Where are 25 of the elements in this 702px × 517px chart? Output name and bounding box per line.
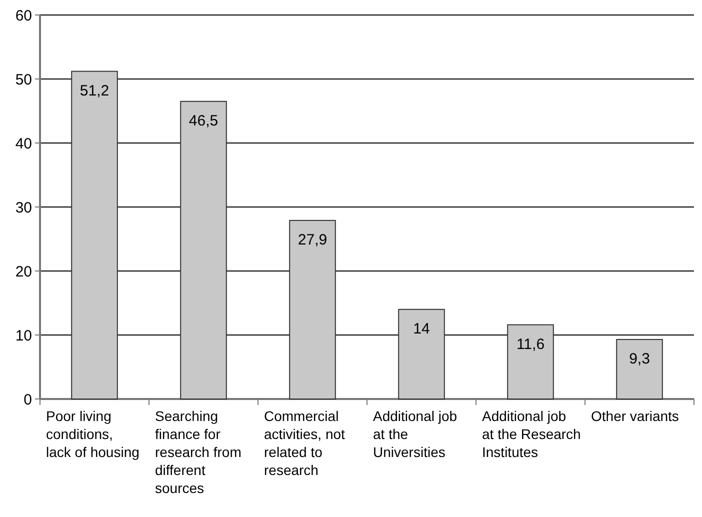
data-label: 27,9 bbox=[298, 231, 328, 248]
bar bbox=[180, 100, 227, 400]
y-tick-label: 30 bbox=[15, 199, 32, 216]
bar bbox=[71, 70, 118, 400]
y-tick-label: 20 bbox=[15, 263, 32, 280]
y-tick-label: 0 bbox=[24, 391, 32, 408]
data-label: 11,6 bbox=[516, 336, 545, 353]
x-tick-label: Additional job at the Universities bbox=[373, 408, 458, 460]
y-tick-label: 40 bbox=[15, 135, 32, 152]
data-label: 14 bbox=[413, 320, 430, 338]
x-tick-label: Commercial activities, not related to research bbox=[264, 408, 346, 478]
data-label: 51,2 bbox=[80, 82, 110, 100]
x-tick-label: Poor living conditions, lack of housing bbox=[46, 408, 140, 460]
data-label: 9,3 bbox=[629, 350, 650, 368]
y-tick-label: 60 bbox=[15, 7, 32, 24]
y-tick-label: 50 bbox=[15, 71, 32, 88]
bar bbox=[398, 308, 445, 400]
x-tick-label: Other variants bbox=[591, 408, 679, 424]
bar bbox=[507, 324, 554, 400]
y-tick-label: 10 bbox=[15, 327, 32, 344]
bar bbox=[616, 338, 663, 400]
data-label: 46,5 bbox=[188, 112, 218, 130]
bar bbox=[289, 220, 336, 400]
x-tick-label: Additional job at the Research Institutes bbox=[482, 408, 581, 460]
x-tick-label: Searching finance for research from different sources bbox=[155, 408, 242, 496]
